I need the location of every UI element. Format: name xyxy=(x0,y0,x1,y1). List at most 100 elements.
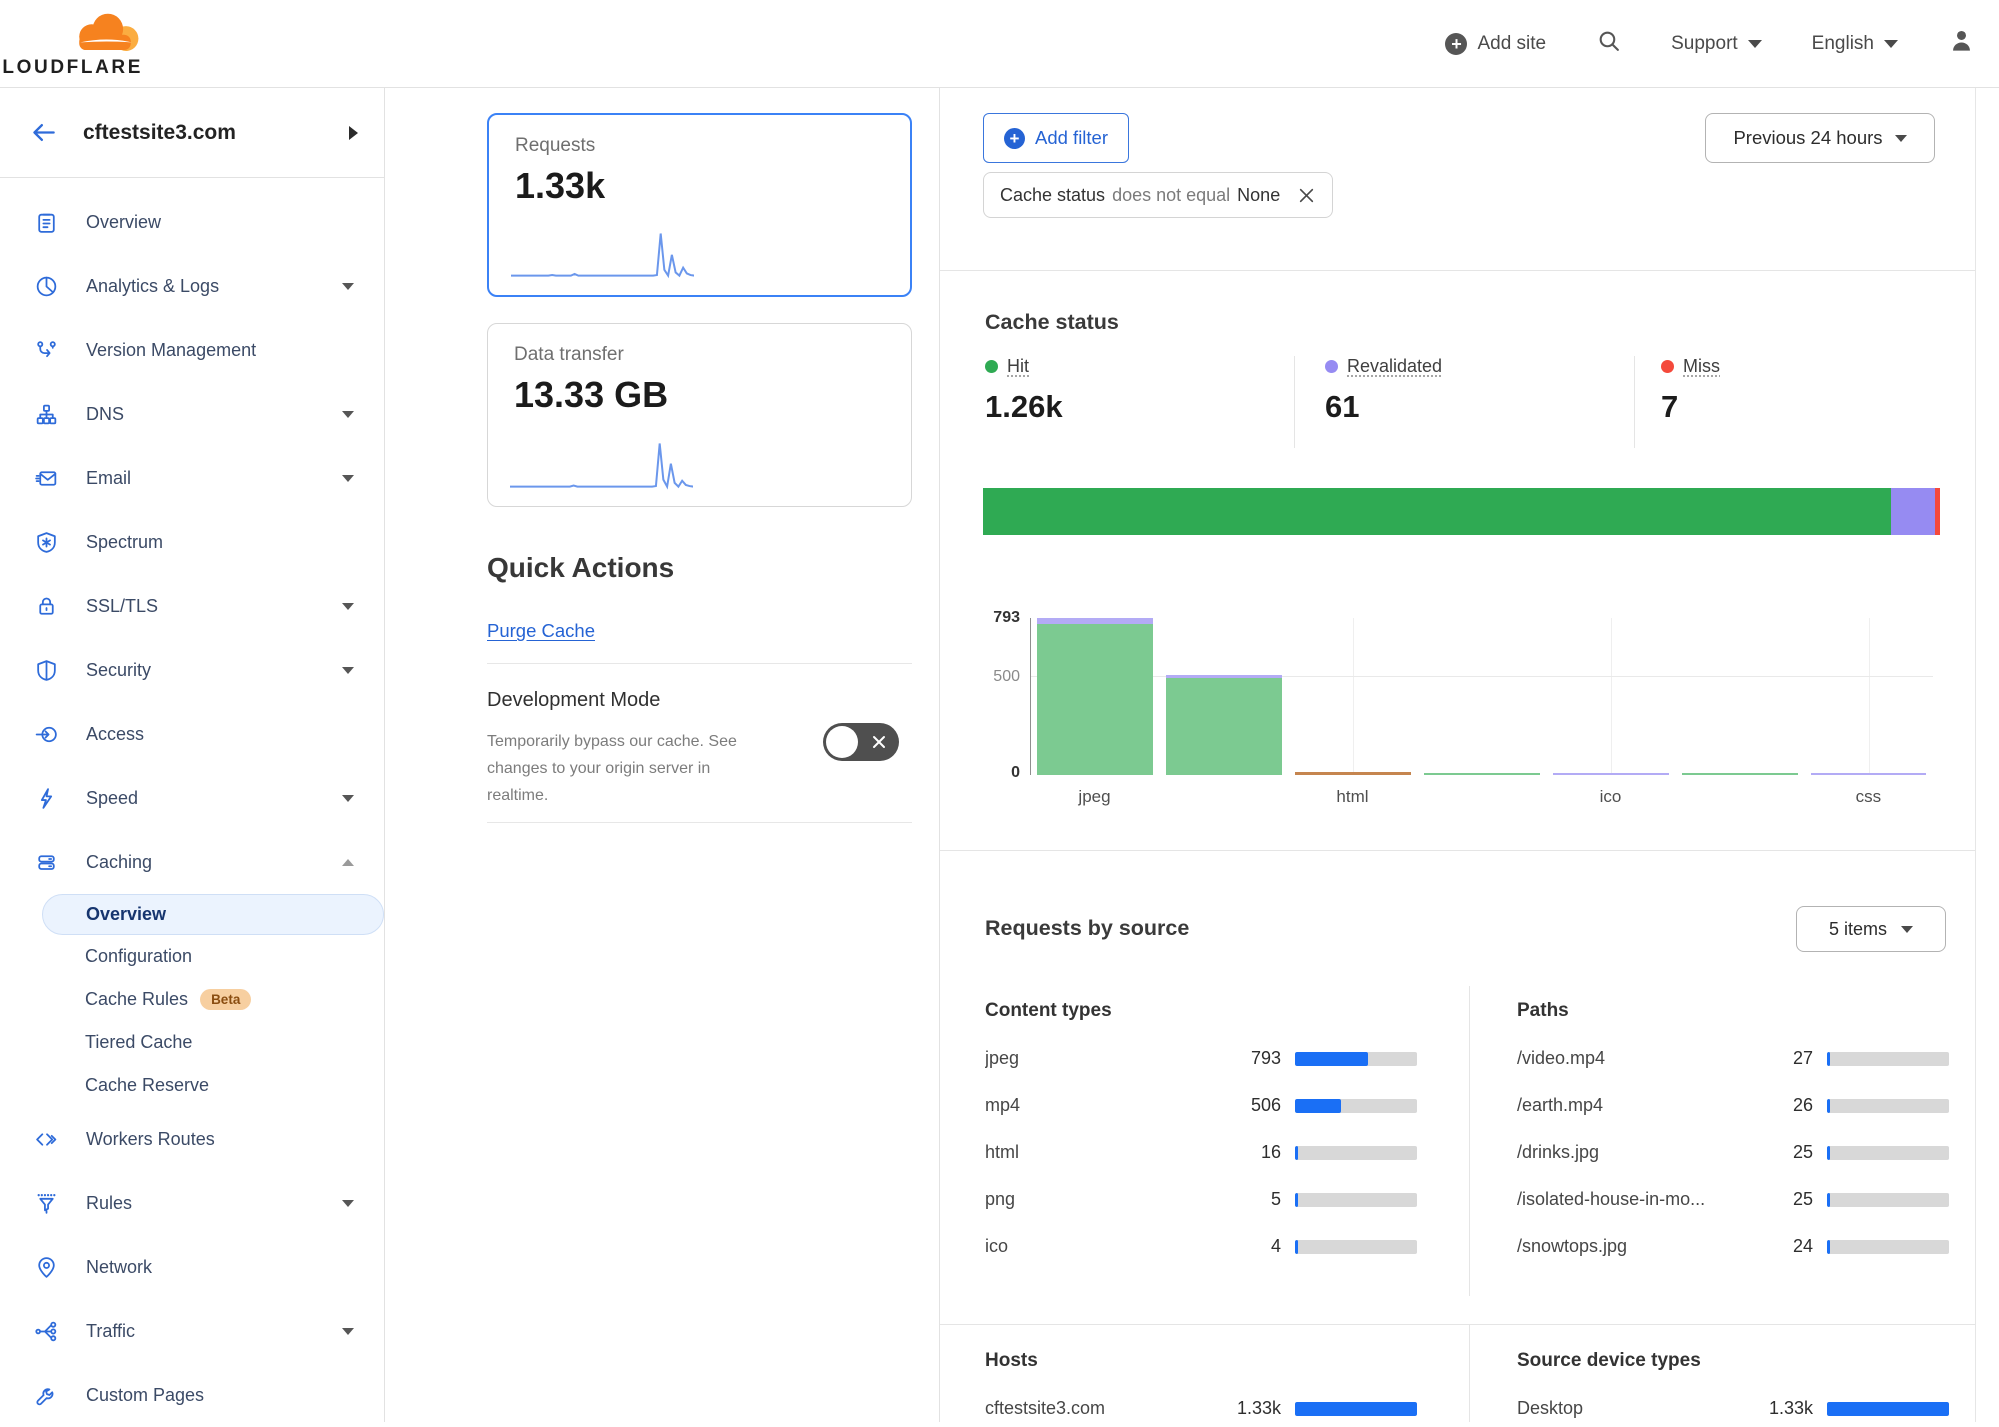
sidebar-subitem-cache-reserve[interactable]: Cache Reserve xyxy=(0,1064,384,1107)
filter-chip: Cache status does not equal None xyxy=(983,172,1333,218)
sidebar-item-caching[interactable]: Caching xyxy=(0,830,384,894)
row-value: 27 xyxy=(1749,1048,1813,1069)
chart-slot xyxy=(1031,618,1160,775)
chart-bar xyxy=(1424,773,1540,775)
sidebar-item-rules[interactable]: Rules xyxy=(0,1171,384,1235)
time-range-dropdown[interactable]: Previous 24 hours xyxy=(1705,113,1935,163)
cache-status-stacked-bar xyxy=(983,488,1940,535)
sidebar-item-workers-routes[interactable]: Workers Routes xyxy=(0,1107,384,1171)
sidebar-item-ssl-tls[interactable]: SSL/TLS xyxy=(0,574,384,638)
chart-bar xyxy=(1682,773,1798,775)
table-title: Content types xyxy=(985,1000,1417,1022)
sidebar-item-speed[interactable]: Speed xyxy=(0,766,384,830)
sidebar-item-label: Caching xyxy=(86,852,152,873)
sidebar-item-traffic[interactable]: Traffic xyxy=(0,1299,384,1363)
chart-bars xyxy=(1031,618,1933,775)
row-label: png xyxy=(985,1189,1217,1210)
table-row: /earth.mp4 26 xyxy=(1517,1095,1949,1116)
divider xyxy=(1469,986,1470,1296)
cloudflare-logo[interactable]: CLOUDFLARE xyxy=(15,9,143,79)
sidebar-subitem-cache-rules[interactable]: Cache Rules Beta xyxy=(0,978,384,1021)
requests-metric-card[interactable]: Requests 1.33k xyxy=(487,113,912,297)
row-meter xyxy=(1827,1099,1949,1113)
table-row: cftestsite3.com 1.33k xyxy=(985,1398,1417,1419)
dns-tree-icon xyxy=(33,401,60,428)
row-meter xyxy=(1827,1240,1949,1254)
data-transfer-sparkline xyxy=(510,435,693,490)
table-row: /drinks.jpg 25 xyxy=(1517,1142,1949,1163)
table-row: html 16 xyxy=(985,1142,1417,1163)
sidebar-item-network[interactable]: Network xyxy=(0,1235,384,1299)
chevron-down-icon xyxy=(342,603,354,610)
account-button[interactable] xyxy=(1948,27,1975,60)
remove-filter-icon[interactable] xyxy=(1297,186,1316,205)
filter-operator: does not equal xyxy=(1112,185,1230,206)
metric-label: Requests xyxy=(515,135,884,157)
table-row: /snowtops.jpg 24 xyxy=(1517,1236,1949,1257)
sidebar-subitem-configuration[interactable]: Configuration xyxy=(0,935,384,978)
sidebar-item-spectrum[interactable]: Spectrum xyxy=(0,510,384,574)
sidebar-item-dns[interactable]: DNS xyxy=(0,382,384,446)
row-label: /isolated-house-in-mo... xyxy=(1517,1189,1749,1210)
email-envelope-icon xyxy=(33,465,60,492)
bar-segment-mixed xyxy=(1295,772,1411,775)
chart-bar xyxy=(1553,773,1669,775)
sidebar-item-access[interactable]: Access xyxy=(0,702,384,766)
purge-cache-link[interactable]: Purge Cache xyxy=(487,620,595,642)
cloudflare-cloud-icon xyxy=(67,9,143,56)
row-meter xyxy=(1827,1052,1949,1066)
add-site-button[interactable]: + Add site xyxy=(1445,33,1546,55)
site-header: cftestsite3.com xyxy=(0,88,384,178)
miss-label[interactable]: Miss xyxy=(1683,356,1720,377)
sidebar-item-label: Traffic xyxy=(86,1321,135,1342)
row-value: 1.33k xyxy=(1749,1398,1813,1419)
development-mode-toggle[interactable] xyxy=(823,723,899,761)
spectrum-shield-icon xyxy=(33,529,60,556)
sidebar-subitem-overview[interactable]: Overview xyxy=(42,894,384,935)
stacked-segment-revalidated xyxy=(1891,488,1935,535)
development-mode-description: Temporarily bypass our cache. See change… xyxy=(487,728,759,810)
back-arrow-icon[interactable] xyxy=(30,119,57,146)
hit-label[interactable]: Hit xyxy=(1007,356,1029,377)
chart-bar xyxy=(1166,675,1282,775)
sidebar-item-security[interactable]: Security xyxy=(0,638,384,702)
custom-pages-wrench-icon xyxy=(33,1382,60,1409)
sidebar-item-email[interactable]: Email xyxy=(0,446,384,510)
items-count-dropdown[interactable]: 5 items xyxy=(1796,906,1946,952)
sidebar-item-label: Email xyxy=(86,468,131,489)
language-menu[interactable]: English xyxy=(1812,33,1898,55)
sidebar-item-label: Network xyxy=(86,1257,152,1278)
sidebar: cftestsite3.com Overview Analytics & Logs… xyxy=(0,88,385,1422)
support-menu[interactable]: Support xyxy=(1671,33,1762,55)
sidebar-item-label: Rules xyxy=(86,1193,132,1214)
sidebar-item-version-management[interactable]: Version Management xyxy=(0,318,384,382)
beta-badge: Beta xyxy=(200,989,251,1010)
chart-slot xyxy=(1546,618,1675,775)
add-filter-button[interactable]: + Add filter xyxy=(983,113,1129,163)
row-label: jpeg xyxy=(985,1048,1217,1069)
chevron-down-icon xyxy=(342,1200,354,1207)
security-shield-icon xyxy=(33,657,60,684)
hosts-table: Hosts cftestsite3.com 1.33k xyxy=(985,1350,1417,1419)
toggle-off-x-icon xyxy=(870,733,888,756)
sidebar-item-label: SSL/TLS xyxy=(86,596,158,617)
y-axis-tick: 0 xyxy=(946,764,1020,782)
row-value: 25 xyxy=(1749,1189,1813,1210)
revalidated-label[interactable]: Revalidated xyxy=(1347,356,1442,377)
sidebar-subitem-tiered-cache[interactable]: Tiered Cache xyxy=(0,1021,384,1064)
row-meter xyxy=(1827,1402,1949,1416)
header-nav: + Add site Support English xyxy=(1445,27,1999,60)
row-label: Desktop xyxy=(1517,1398,1749,1419)
revalidated-stat: Revalidated 61 xyxy=(1325,356,1442,425)
y-axis-tick: 500 xyxy=(946,668,1020,686)
sidebar-item-analytics-logs[interactable]: Analytics & Logs xyxy=(0,254,384,318)
divider xyxy=(487,822,912,823)
sidebar-item-custom-pages[interactable]: Custom Pages xyxy=(0,1363,384,1427)
sidebar-item-overview[interactable]: Overview xyxy=(0,190,384,254)
chart-bar xyxy=(1295,772,1411,775)
data-transfer-metric-card[interactable]: Data transfer 13.33 GB xyxy=(487,323,912,507)
site-switcher-chevron-icon[interactable] xyxy=(349,126,358,140)
search-button[interactable] xyxy=(1596,28,1621,59)
chart-slot xyxy=(1289,618,1418,775)
caret-down-icon xyxy=(1748,40,1762,48)
